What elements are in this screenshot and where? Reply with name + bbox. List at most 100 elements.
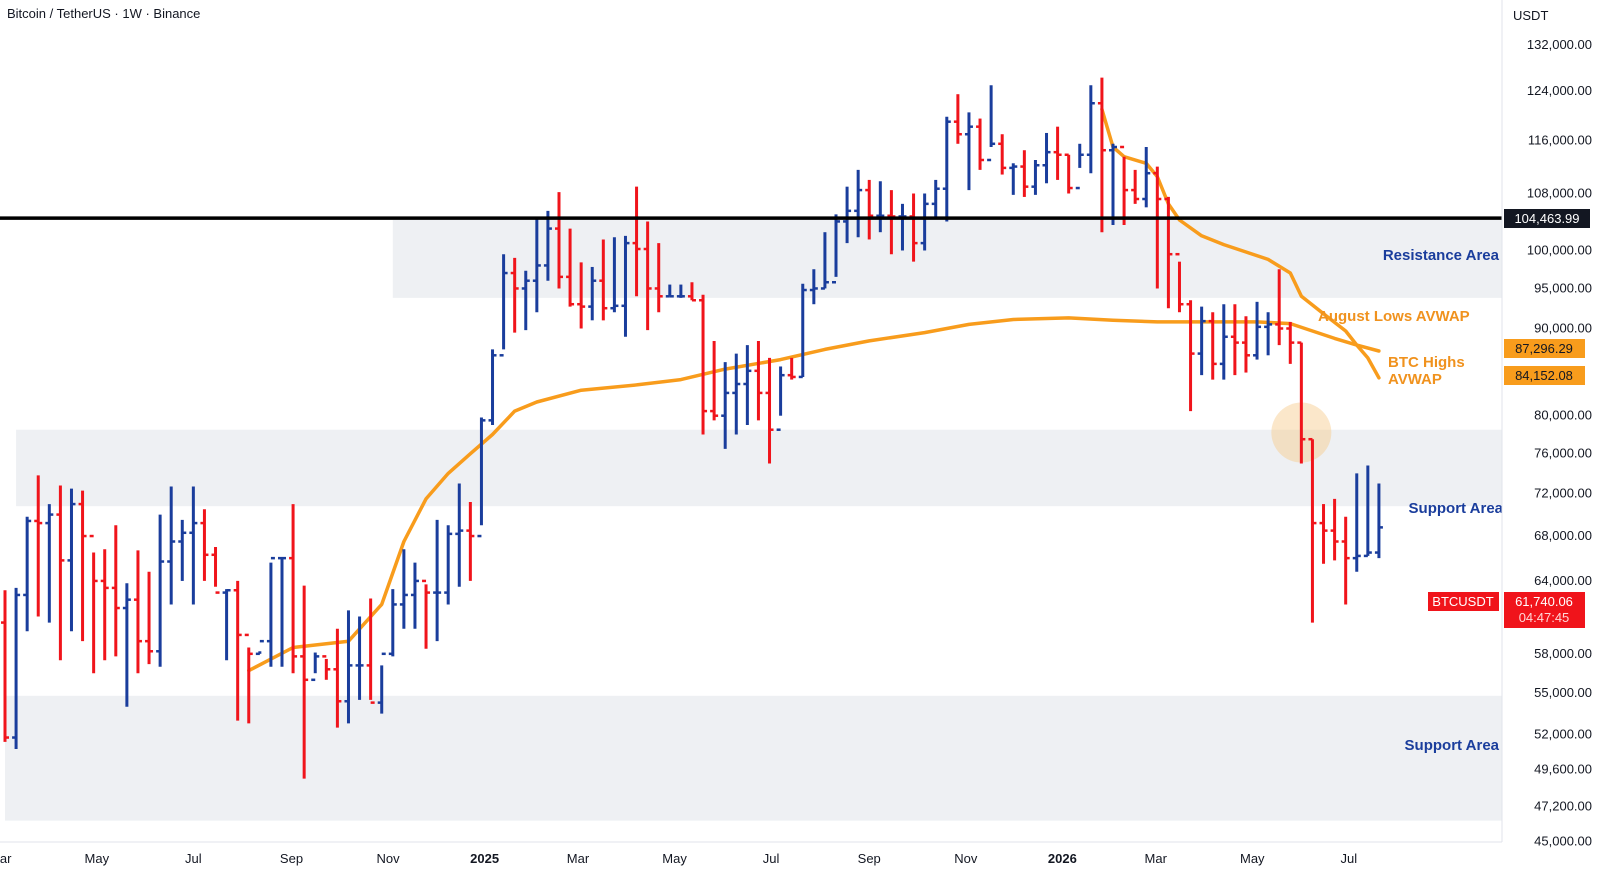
- august-lows-avwap-label: August Lows AVWAP: [1318, 308, 1470, 325]
- time-tick-label: May: [1240, 851, 1265, 866]
- ohlc-bar: [100, 549, 109, 661]
- ohlc-bar: [665, 284, 674, 298]
- ohlc-bar: [1031, 159, 1040, 195]
- time-tick-label: Mar: [1145, 851, 1168, 866]
- ohlc-bar: [798, 283, 807, 379]
- current-price-tag-text: 61,740.06: [1515, 594, 1573, 609]
- resistance-area-label: Resistance Area: [1383, 247, 1500, 264]
- ohlc-bar: [466, 501, 475, 581]
- countdown-tag-text: 04:47:45: [1519, 610, 1570, 625]
- ohlc-bar: [422, 579, 431, 649]
- price-tick-label: 124,000.00: [1527, 83, 1592, 98]
- ohlc-bar: [699, 294, 708, 435]
- ohlc-bar: [410, 562, 419, 629]
- ohlc-bar: [532, 217, 541, 313]
- ohlc-bar: [355, 616, 364, 700]
- ohlc-bar: [1153, 166, 1162, 289]
- price-tick-label: 55,000.00: [1534, 685, 1592, 700]
- price-tick-label: 58,000.00: [1534, 646, 1592, 661]
- august-lows-avwap-price-tag-text: 87,296.29: [1515, 341, 1573, 356]
- ohlc-bar: [455, 483, 464, 587]
- ohlc-bar: [266, 556, 275, 667]
- ohlc-bar: [388, 589, 397, 657]
- ohlc-bar: [311, 652, 320, 682]
- price-tick-label: 80,000.00: [1534, 408, 1592, 423]
- btc-highs-avwap-label-line2: AVWAP: [1388, 371, 1442, 388]
- ohlc-bar: [976, 118, 985, 170]
- ohlc-bar: [1297, 341, 1306, 464]
- ohlc-bar: [244, 633, 253, 724]
- symbol-tag-text: BTCUSDT: [1432, 594, 1493, 609]
- ohlc-bar: [1075, 143, 1084, 190]
- ohlc-bar: [278, 556, 286, 667]
- price-tick-label: 52,000.00: [1534, 727, 1592, 742]
- ohlc-bar: [167, 486, 176, 605]
- ohlc-bar: [178, 519, 187, 581]
- avwap-line-0: [247, 316, 1381, 673]
- ohlc-bar: [1264, 312, 1273, 356]
- ohlc-bar: [687, 282, 696, 302]
- ohlc-bar: [477, 417, 486, 538]
- price-tick-label: 108,000.00: [1527, 185, 1592, 200]
- price-tick-label: 76,000.00: [1534, 446, 1592, 461]
- ohlc-bar: [1, 590, 9, 742]
- ohlc-bar: [743, 345, 752, 426]
- zone-0: [392, 220, 1502, 298]
- ohlc-bar: [89, 534, 98, 674]
- ohlc-bar: [942, 116, 951, 222]
- ohlc-bar: [1175, 252, 1184, 313]
- ohlc-bar: [145, 571, 154, 665]
- price-axis[interactable]: USDT 132,000.00 124,000.00 116,000.00 108,0…: [1501, 0, 1600, 849]
- ohlc-bar: [433, 519, 442, 642]
- ohlc-bar: [122, 583, 131, 707]
- resistance-price-tag-text: 104,463.99: [1514, 211, 1579, 226]
- ohlc-bar: [1319, 504, 1328, 564]
- ohlc-bar: [377, 652, 386, 714]
- ohlc-bar: [721, 362, 730, 449]
- ohlc-bar: [366, 598, 375, 704]
- ohlc-bar: [710, 340, 719, 421]
- ohlc-bar: [1219, 304, 1228, 380]
- ohlc-bar: [233, 580, 242, 721]
- time-tick-label: May: [662, 851, 687, 866]
- ohlc-bar: [510, 257, 519, 333]
- ohlc-bar: [843, 186, 852, 244]
- ohlc-bar: [1241, 316, 1250, 373]
- ohlc-bar: [1053, 126, 1062, 180]
- ohlc-bar: [23, 516, 32, 632]
- ohlc-bar: [133, 550, 142, 674]
- ohlc-bar: [1374, 483, 1383, 559]
- ohlc-bar: [255, 639, 264, 656]
- ohlc-bar: [754, 340, 763, 421]
- ohlc-bar: [200, 509, 209, 581]
- ohlc-bar: [521, 270, 530, 331]
- time-tick-label: May: [85, 851, 110, 866]
- ohlc-bar: [621, 235, 630, 337]
- ohlc-bar: [765, 357, 774, 464]
- ohlc-bar: [322, 655, 331, 680]
- time-tick-label: Jul: [1341, 851, 1358, 866]
- ohlc-bar: [953, 94, 962, 144]
- ohlc-bar: [1197, 306, 1206, 376]
- ohlc-bar: [588, 266, 597, 321]
- ohlc-bar: [111, 525, 120, 657]
- ohlc-bar: [1308, 437, 1317, 623]
- ohlc-bar: [676, 284, 685, 298]
- august-lows-avwap-price-tag: 87,296.29: [1504, 339, 1585, 358]
- ohlc-bar: [1186, 300, 1195, 412]
- ohlc-bar: [1253, 301, 1262, 360]
- price-tick-label: 90,000.00: [1534, 320, 1592, 335]
- ohlc-bar: [488, 349, 497, 426]
- ohlc-bars: [1, 77, 1383, 779]
- resistance-price-tag: 104,463.99: [1504, 209, 1590, 228]
- time-axis[interactable]: Mar May Jul Sep Nov 2025 Mar May Jul Sep Nov 2026 Ma…: [0, 841, 1502, 866]
- price-tick-label: 49,600.00: [1534, 762, 1592, 777]
- time-tick-label: 2026: [1048, 851, 1077, 866]
- btc-highs-avwap-label-line1: BTC Highs: [1388, 354, 1465, 371]
- ohlc-bar: [577, 262, 586, 329]
- ohlc-bar: [832, 214, 840, 284]
- zone-1: [16, 429, 1503, 507]
- ohlc-bar: [1064, 153, 1073, 194]
- ohlc-bar: [555, 192, 563, 289]
